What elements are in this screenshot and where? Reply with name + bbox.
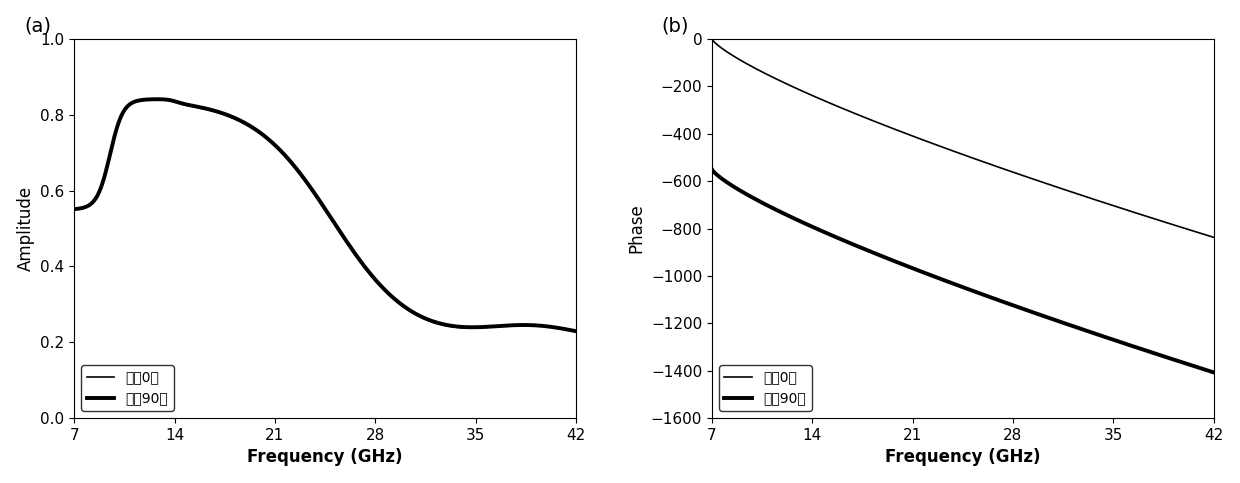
旋转0度 [949, 149, 963, 155]
旋转90度 [150, 96, 165, 102]
旋转90度 [463, 325, 477, 330]
Legend: 旋转0度, 旋转90度: 旋转0度, 旋转90度 [719, 365, 812, 411]
旋转0度 [92, 188, 107, 194]
Legend: 旋转0度, 旋转90度: 旋转0度, 旋转90度 [81, 365, 174, 411]
旋转90度 [92, 187, 107, 193]
旋转90度 [554, 326, 569, 331]
旋转90度 [1100, 335, 1115, 341]
旋转0度 [704, 36, 719, 42]
旋转90度 [1207, 369, 1221, 375]
旋转90度 [935, 277, 950, 283]
旋转90度 [704, 166, 719, 172]
Y-axis label: Phase: Phase [627, 204, 645, 254]
旋转0度 [935, 144, 950, 150]
旋转90度 [67, 206, 82, 212]
旋转0度 [554, 326, 569, 331]
旋转0度 [149, 97, 164, 103]
旋转0度 [311, 197, 326, 203]
旋转0度 [1207, 234, 1221, 240]
旋转90度 [1192, 365, 1207, 370]
旋转90度 [1192, 365, 1207, 370]
旋转0度 [463, 325, 477, 331]
旋转0度 [67, 206, 82, 212]
Line: 旋转90度: 旋转90度 [712, 169, 1214, 372]
旋转0度 [730, 56, 745, 61]
旋转90度 [298, 177, 312, 183]
旋转90度 [554, 326, 569, 331]
Line: 旋转90度: 旋转90度 [74, 99, 575, 331]
Line: 旋转0度: 旋转0度 [712, 39, 1214, 237]
旋转0度 [568, 328, 583, 334]
旋转90度 [568, 328, 583, 334]
旋转90度 [311, 196, 326, 202]
旋转0度 [1192, 230, 1207, 236]
Text: (b): (b) [662, 16, 689, 35]
旋转90度 [730, 186, 745, 192]
Text: (a): (a) [24, 16, 51, 35]
旋转0度 [1100, 201, 1115, 207]
Y-axis label: Amplitude: Amplitude [16, 186, 35, 271]
旋转0度 [298, 178, 312, 184]
旋转90度 [949, 282, 963, 287]
旋转0度 [1192, 230, 1207, 236]
X-axis label: Frequency (GHz): Frequency (GHz) [885, 448, 1040, 466]
Line: 旋转0度: 旋转0度 [74, 100, 575, 331]
旋转0度 [554, 326, 569, 331]
X-axis label: Frequency (GHz): Frequency (GHz) [247, 448, 403, 466]
